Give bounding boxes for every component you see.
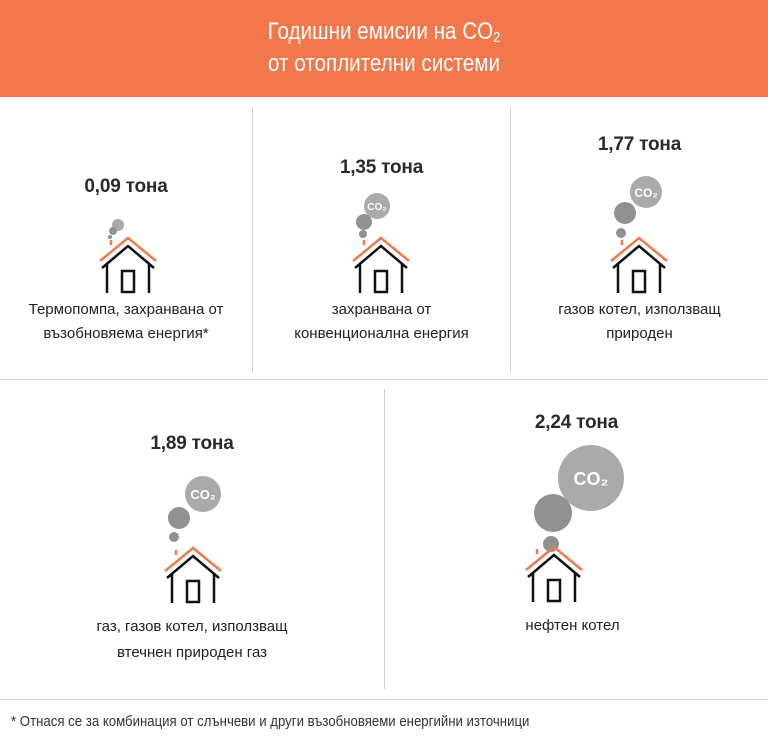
house-smoke-icon: CO₂ <box>352 193 410 294</box>
card-conventional-electric: 1,35 тона CO₂ захранвана от конвенционал… <box>253 97 510 379</box>
card-heat-pump-renewable: 0,09 тона Термопомпа, захранвана от възо… <box>0 97 252 379</box>
card-oil-boiler: 2,24 тона CO₂ нефтен котел <box>385 380 768 699</box>
divider-vertical-2 <box>510 108 511 372</box>
heating-type-label: газов котел, използващ природен <box>558 301 721 342</box>
heating-type-label: газ, газов котел, използващ втечнен прир… <box>96 618 288 661</box>
divider-horizontal-1 <box>0 379 768 380</box>
divider-vertical-3 <box>384 389 385 689</box>
house-smoke-icon: CO₂ <box>610 176 668 294</box>
footnote: * Отнася се за комбинация от слънчеви и … <box>11 713 530 730</box>
card-lpg-gas-boiler: 1,89 тона CO₂ газ, газов котел, използва… <box>0 380 384 699</box>
header-banner: Годишни емисии на CO2 от отоплителни сис… <box>0 0 768 97</box>
svg-text:CO₂: CO₂ <box>367 202 386 213</box>
heating-type-label: захранвана от конвенционална енергия <box>294 301 469 342</box>
emission-value: 0,09 тона <box>84 176 168 197</box>
card-gas-boiler-natural-gas: 1,77 тона CO₂ газов котел, използващ при… <box>511 97 768 379</box>
svg-text:CO₂: CO₂ <box>574 469 609 489</box>
emission-value: 2,24 тона <box>534 412 619 433</box>
house-smoke-icon <box>99 219 157 294</box>
divider-horizontal-2 <box>0 699 768 700</box>
title-line-2: от отоплителни системи <box>267 50 500 77</box>
divider-vertical-1 <box>252 108 253 372</box>
svg-text:CO₂: CO₂ <box>634 186 657 200</box>
emission-value: 1,89 тона <box>150 433 234 454</box>
heating-type-label: нефтен котел <box>525 617 620 634</box>
title-line-1: Годишни емисии на CO2 <box>267 18 501 46</box>
svg-text:CO₂: CO₂ <box>190 487 216 502</box>
emission-value: 1,35 тона <box>339 157 424 178</box>
house-smoke-icon: CO₂ <box>164 476 222 604</box>
heating-type-label: Термопомпа, захранвана от възобновяема е… <box>28 301 224 342</box>
house-smoke-icon: CO₂ <box>525 445 624 603</box>
emission-value: 1,77 тона <box>597 134 682 155</box>
